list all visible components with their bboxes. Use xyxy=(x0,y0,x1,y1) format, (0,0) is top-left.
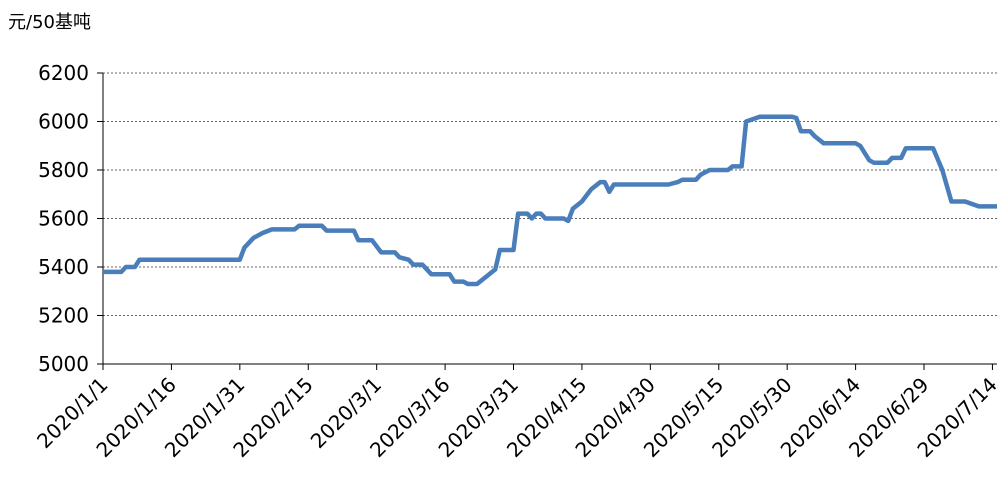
y-tick-label: 6200 xyxy=(38,61,89,85)
y-tick-label: 5200 xyxy=(38,304,89,328)
y-tick-label: 5800 xyxy=(38,158,89,182)
y-tick-label: 5600 xyxy=(38,207,89,231)
line xyxy=(103,114,997,287)
unit-label: 元/50基吨 xyxy=(8,12,91,33)
y-tick-label: 5000 xyxy=(38,352,89,376)
y-tick-label: 5400 xyxy=(38,255,89,279)
y-tick-label: 6000 xyxy=(38,110,89,134)
